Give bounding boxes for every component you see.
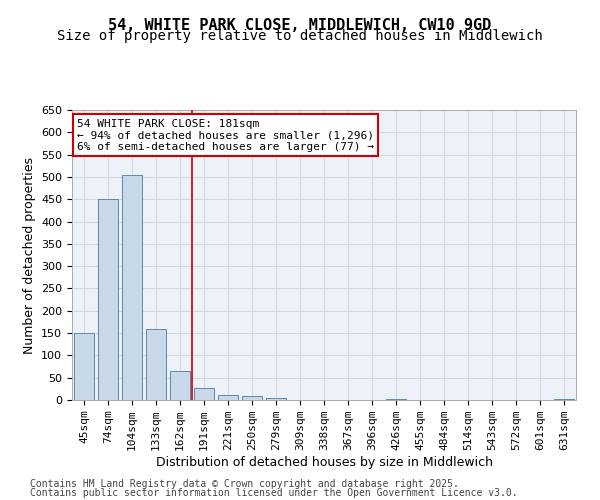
Text: Contains public sector information licensed under the Open Government Licence v3: Contains public sector information licen…	[30, 488, 518, 498]
Bar	[386, 398, 406, 400]
Bar	[194, 388, 214, 400]
X-axis label: Distribution of detached houses by size in Middlewich: Distribution of detached houses by size …	[155, 456, 493, 469]
Text: 54, WHITE PARK CLOSE, MIDDLEWICH, CW10 9GD: 54, WHITE PARK CLOSE, MIDDLEWICH, CW10 9…	[109, 18, 491, 32]
Bar	[122, 174, 142, 400]
Text: 54 WHITE PARK CLOSE: 181sqm
← 94% of detached houses are smaller (1,296)
6% of s: 54 WHITE PARK CLOSE: 181sqm ← 94% of det…	[77, 118, 374, 152]
Bar	[242, 396, 262, 400]
Bar	[98, 199, 118, 400]
Bar	[146, 328, 166, 400]
Y-axis label: Number of detached properties: Number of detached properties	[23, 156, 35, 354]
Text: Size of property relative to detached houses in Middlewich: Size of property relative to detached ho…	[57, 29, 543, 43]
Text: Contains HM Land Registry data © Crown copyright and database right 2025.: Contains HM Land Registry data © Crown c…	[30, 479, 459, 489]
Bar	[170, 371, 190, 400]
Bar	[218, 394, 238, 400]
Bar	[554, 398, 574, 400]
Bar	[266, 398, 286, 400]
Bar	[74, 333, 94, 400]
